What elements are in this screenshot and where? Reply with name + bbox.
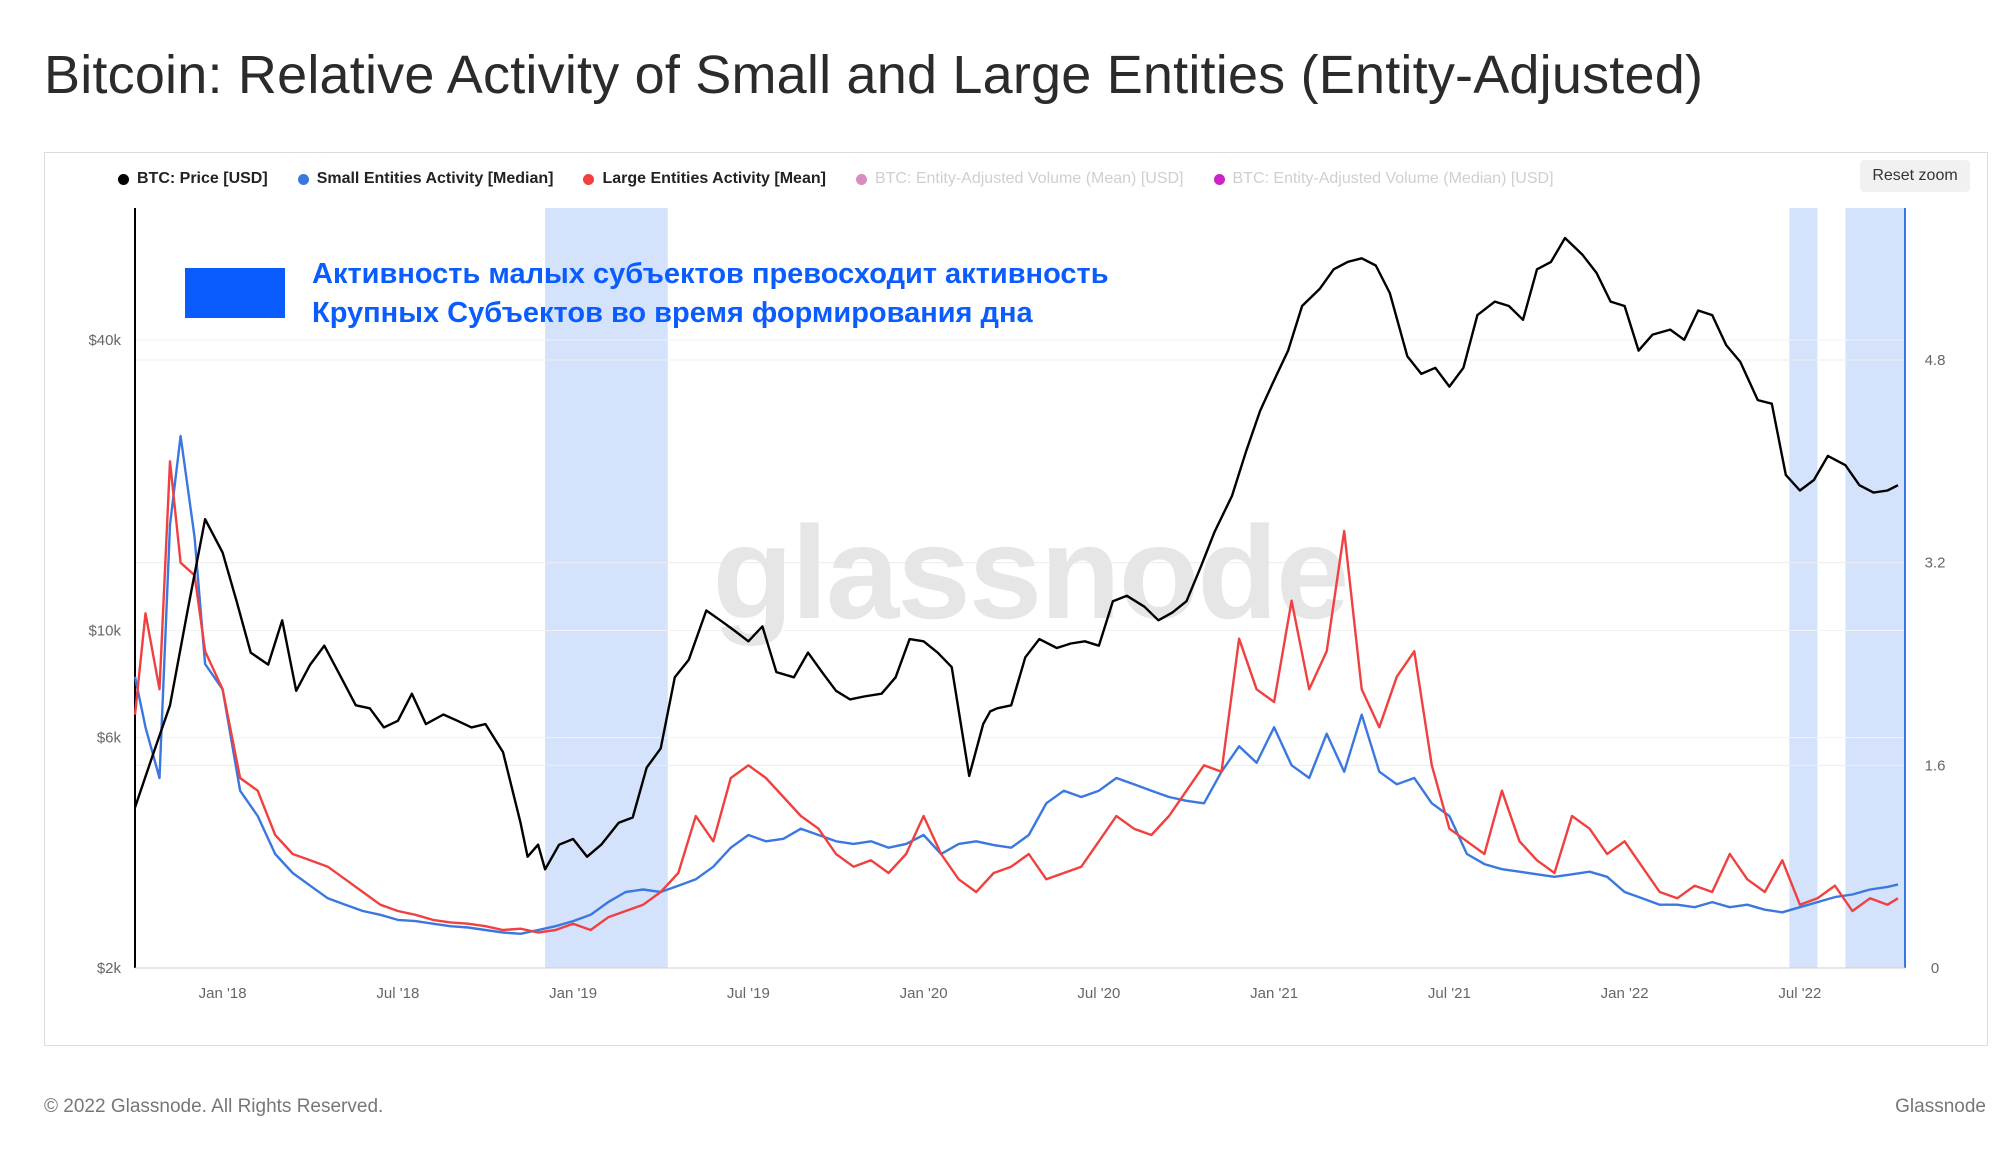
legend-label: Small Entities Activity [Median] xyxy=(316,170,554,187)
x-tick-label: Jul '22 xyxy=(1778,985,1821,1002)
highlight-band-2 xyxy=(1845,208,1905,968)
chart-legend: BTC: Price [USD] Small Entities Activity… xyxy=(118,170,1554,188)
y-left-tick-label: $2k xyxy=(97,960,122,977)
series-lines xyxy=(133,236,1899,935)
series-line-small-entities-activity-median xyxy=(133,434,1899,935)
x-tick-label: Jul '20 xyxy=(1077,985,1120,1002)
axes: $2k $6k $10k $40k 0 1.6 3.2 4.8 Jan '18 Jul '18 Ja… xyxy=(88,208,1945,1002)
legend-item-volume-median[interactable]: BTC: Entity-Adjusted Volume (Median) [US… xyxy=(1213,170,1554,188)
legend-label: BTC: Entity-Adjusted Volume (Median) [US… xyxy=(1232,170,1554,187)
y-right-tick-label: 4.8 xyxy=(1925,352,1946,369)
y-right-tick-label: 1.6 xyxy=(1925,757,1946,774)
legend-label: BTC: Entity-Adjusted Volume (Mean) [USD] xyxy=(874,170,1184,187)
footer-brand: Glassnode xyxy=(1895,1096,1986,1117)
legend-label: BTC: Price [USD] xyxy=(137,170,268,187)
legend-dot-icon xyxy=(1213,173,1225,185)
x-tick-label: Jan '20 xyxy=(900,985,948,1002)
series-line-large-entities-activity-mean xyxy=(133,460,1899,934)
x-tick-label: Jul '19 xyxy=(727,985,770,1002)
legend-item-volume-mean[interactable]: BTC: Entity-Adjusted Volume (Mean) [USD] xyxy=(855,170,1184,188)
x-tick-label: Jan '18 xyxy=(199,985,247,1002)
watermark: glassnode xyxy=(713,499,1348,646)
legend-label: Large Entities Activity [Mean] xyxy=(602,170,826,187)
y-left-tick-label: $6k xyxy=(97,730,122,747)
gridlines xyxy=(135,339,1905,969)
y-left-tick-label: $40k xyxy=(88,332,121,349)
x-tick-label: Jan '22 xyxy=(1601,985,1649,1002)
legend-dot-icon xyxy=(855,173,867,185)
series-line-btc-price-usd xyxy=(133,236,1899,871)
highlight-bands xyxy=(545,208,1905,968)
reset-zoom-button[interactable]: Reset zoom xyxy=(1860,160,1970,192)
annotation-line-2: Крупных Субъектов во время формирования … xyxy=(312,297,1033,329)
legend-item-large-entities[interactable]: Large Entities Activity [Mean] xyxy=(583,170,826,188)
x-tick-label: Jan '21 xyxy=(1250,985,1298,1002)
highlight-band-1 xyxy=(1789,208,1818,968)
page-title: Bitcoin: Relative Activity of Small and … xyxy=(44,45,1704,105)
y-left-tick-label: $10k xyxy=(88,623,121,640)
x-tick-label: Jul '21 xyxy=(1428,985,1471,1002)
y-right-tick-label: 3.2 xyxy=(1925,555,1946,572)
legend-dot-icon xyxy=(297,173,309,185)
y-right-tick-label: 0 xyxy=(1931,960,1939,977)
x-tick-label: Jul '18 xyxy=(376,985,419,1002)
annotation-swatch xyxy=(185,268,285,318)
x-tick-label: Jan '19 xyxy=(549,985,597,1002)
annotation-line-1: Активность малых субъектов превосходит а… xyxy=(312,258,1109,290)
legend-item-price[interactable]: BTC: Price [USD] xyxy=(118,170,268,188)
chart-frame xyxy=(44,152,1988,1046)
legend-dot-icon xyxy=(118,173,129,185)
legend-dot-icon xyxy=(583,173,595,185)
legend-item-small-entities[interactable]: Small Entities Activity [Median] xyxy=(297,170,554,188)
footer-copyright: © 2022 Glassnode. All Rights Reserved. xyxy=(44,1096,384,1117)
